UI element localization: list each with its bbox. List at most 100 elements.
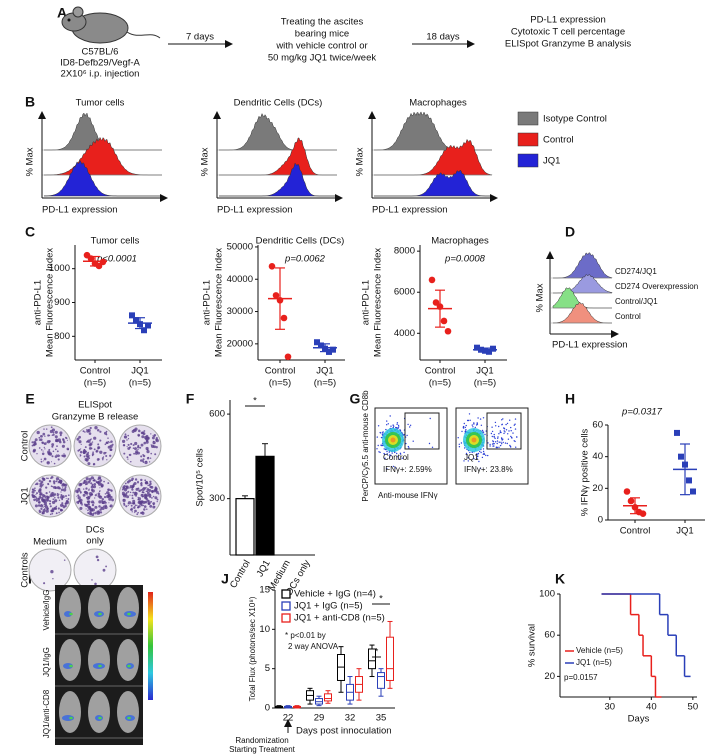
event xyxy=(398,458,401,460)
y-axis-label: Spot/10⁵ cells xyxy=(195,448,206,507)
histogram xyxy=(552,302,612,324)
event xyxy=(465,452,468,455)
spot xyxy=(134,504,137,506)
spot xyxy=(43,460,45,462)
event xyxy=(477,417,479,419)
event xyxy=(397,427,399,429)
spot xyxy=(147,502,151,506)
event xyxy=(401,457,403,459)
spot xyxy=(111,489,113,492)
spot xyxy=(129,494,131,496)
event xyxy=(405,442,407,445)
gate-value: IFNγ+: 2.59% xyxy=(383,465,432,474)
spot xyxy=(34,504,38,508)
y-tick-label: 20 xyxy=(592,483,603,494)
y-tick-label: 40 xyxy=(592,451,603,462)
event xyxy=(503,427,505,429)
legend-label: JQ1 xyxy=(543,156,560,167)
column-label: DCs xyxy=(86,525,105,536)
spot xyxy=(150,452,153,455)
spot xyxy=(60,495,64,499)
spot xyxy=(88,432,92,435)
spot xyxy=(79,482,83,486)
y-tick-label: 40000 xyxy=(227,274,253,285)
spot xyxy=(110,495,113,499)
spot xyxy=(46,440,51,444)
event xyxy=(392,465,395,468)
spot xyxy=(127,434,130,437)
legend-swatch xyxy=(517,153,539,168)
spot xyxy=(38,495,42,499)
event xyxy=(468,413,471,415)
spot xyxy=(131,497,134,500)
event xyxy=(380,436,383,439)
box xyxy=(386,636,394,681)
spot xyxy=(92,451,94,454)
significance: * xyxy=(375,647,379,658)
event xyxy=(403,451,405,454)
data-point xyxy=(276,296,284,304)
spot xyxy=(90,447,93,450)
event xyxy=(479,418,482,420)
y-tick-label: 4000 xyxy=(394,328,415,339)
title: ELISpot xyxy=(78,400,112,411)
spot xyxy=(56,486,60,490)
spot xyxy=(133,506,136,509)
data-point xyxy=(478,346,484,353)
event xyxy=(386,453,388,455)
spot xyxy=(92,477,95,479)
spot xyxy=(105,441,108,444)
event xyxy=(491,435,493,438)
data-point xyxy=(133,317,139,324)
x-axis-label: Anti-mouse IFNγ xyxy=(378,491,438,500)
spot xyxy=(83,449,86,451)
spot xyxy=(123,452,126,455)
spot xyxy=(154,486,157,489)
spot xyxy=(86,441,88,443)
data-point xyxy=(678,453,684,460)
signal xyxy=(69,612,73,616)
spot xyxy=(128,453,132,457)
data-point xyxy=(623,488,631,495)
data-point xyxy=(145,322,151,329)
column-label: only xyxy=(86,536,104,547)
event xyxy=(480,451,482,454)
y-tick-label: 0 xyxy=(598,515,603,526)
spot xyxy=(43,504,45,506)
spot xyxy=(60,488,64,492)
spot xyxy=(128,479,132,483)
row-label: JQ1/anti-CD8 xyxy=(42,689,51,738)
event xyxy=(514,418,517,420)
spot xyxy=(99,511,103,514)
spot xyxy=(85,453,89,458)
y-tick-label: 5 xyxy=(265,663,270,674)
spot xyxy=(33,440,37,444)
spot xyxy=(132,491,135,494)
event xyxy=(510,435,512,438)
spot xyxy=(43,428,45,430)
spot xyxy=(124,433,127,436)
event xyxy=(381,434,384,436)
spot xyxy=(152,502,154,504)
x-tick-note: (n=5) xyxy=(474,378,496,389)
spot xyxy=(90,482,93,485)
event xyxy=(485,454,487,457)
x-tick-note: (n=5) xyxy=(84,378,106,389)
event xyxy=(504,431,506,433)
spot xyxy=(53,496,56,499)
event xyxy=(505,429,508,431)
mouse-tail xyxy=(126,31,161,39)
treatment-line: 50 mg/kg JQ1 twice/week xyxy=(268,53,376,64)
mouse-strain: C57BL/6 xyxy=(82,47,119,58)
spot xyxy=(67,448,69,451)
spot xyxy=(133,481,137,486)
signal xyxy=(98,612,102,616)
legend-label: Isotype Control xyxy=(543,114,607,125)
spot xyxy=(62,487,64,489)
spot xyxy=(88,457,91,460)
y-axis-label: Mean Fluorescence Index xyxy=(45,248,56,358)
legend-swatch xyxy=(281,589,291,599)
event xyxy=(396,452,398,455)
spot xyxy=(42,483,44,486)
event xyxy=(460,442,463,444)
